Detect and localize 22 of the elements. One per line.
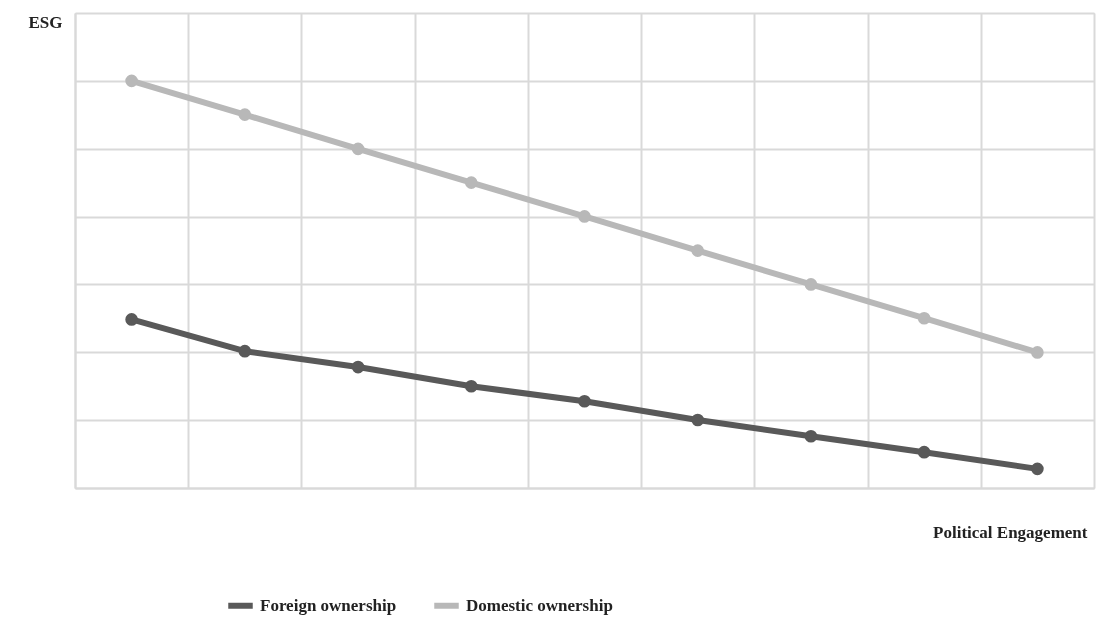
point	[464, 379, 478, 393]
point	[917, 311, 931, 325]
point	[125, 313, 138, 326]
point	[578, 210, 591, 223]
point	[351, 142, 365, 156]
point	[238, 344, 252, 358]
y-axis-title: ESG	[28, 12, 63, 32]
point	[238, 108, 252, 121]
point	[464, 176, 478, 189]
x-axis-title: Political Engagement	[933, 522, 1088, 542]
legend-label: Foreign ownership	[260, 595, 397, 615]
point	[804, 429, 818, 443]
point	[804, 278, 818, 291]
point	[125, 74, 138, 88]
point	[351, 360, 365, 374]
point	[691, 244, 705, 257]
point	[691, 413, 705, 427]
point	[917, 445, 931, 459]
point	[1031, 462, 1044, 476]
point	[1031, 346, 1044, 359]
point	[578, 394, 591, 408]
legend-label: Domestic ownership	[466, 595, 613, 615]
